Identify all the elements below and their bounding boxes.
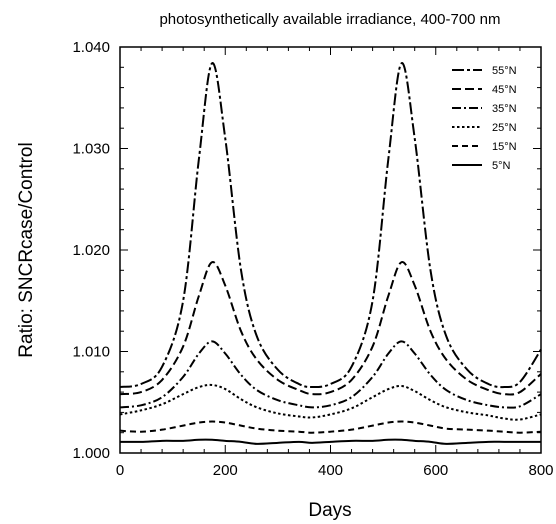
x-tick-label: 800 bbox=[528, 462, 553, 479]
series-lines bbox=[119, 62, 542, 445]
series-line-2 bbox=[119, 340, 542, 409]
y-tick-label: 1.000 bbox=[72, 445, 110, 462]
legend-label: 25°N bbox=[492, 122, 517, 134]
legend: 55°N 45°N 35°N 25°N 15°N 5°N bbox=[452, 65, 517, 172]
tick-labels: 0 200 400 600 800 1.000 1.010 1.020 1.030 1.040 bbox=[72, 39, 553, 479]
series-line-4 bbox=[119, 420, 542, 434]
x-axis-label: Days bbox=[308, 500, 351, 521]
x-tick-label: 200 bbox=[213, 462, 238, 479]
y-tick-label: 1.020 bbox=[72, 242, 110, 259]
y-tick-label: 1.040 bbox=[72, 39, 110, 56]
axis-ticks bbox=[119, 46, 542, 454]
series-line-3 bbox=[119, 383, 542, 421]
y-tick-label: 1.010 bbox=[72, 344, 110, 361]
x-tick-label: 400 bbox=[318, 462, 343, 479]
legend-label: 55°N bbox=[492, 65, 517, 77]
y-axis-label: Ratio: SNCRcase/Control bbox=[16, 142, 37, 357]
legend-label: 35°N bbox=[492, 103, 517, 115]
legend-label: 15°N bbox=[492, 141, 517, 153]
legend-label: 45°N bbox=[492, 84, 517, 96]
series-line-5 bbox=[119, 438, 541, 445]
chart-title: photosynthetically available irradiance,… bbox=[159, 11, 500, 28]
series-line-0 bbox=[119, 62, 542, 389]
y-tick-label: 1.030 bbox=[72, 141, 110, 158]
x-tick-label: 600 bbox=[423, 462, 448, 479]
series-line-1 bbox=[119, 261, 542, 396]
legend-label: 5°N bbox=[492, 160, 511, 172]
x-tick-label: 0 bbox=[116, 462, 124, 479]
